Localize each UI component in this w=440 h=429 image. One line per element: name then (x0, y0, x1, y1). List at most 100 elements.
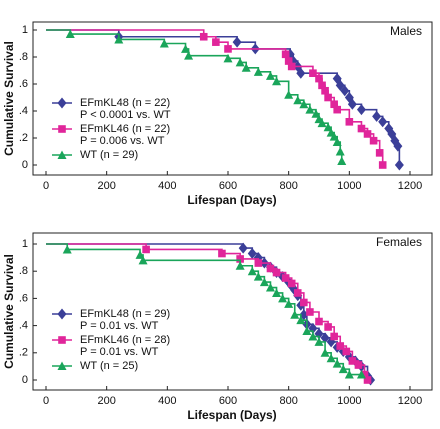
x-tick-label: 1000 (337, 180, 361, 192)
marker (393, 140, 403, 152)
marker (329, 132, 339, 141)
marker (318, 81, 326, 90)
marker (315, 74, 323, 83)
marker (320, 332, 330, 344)
x-tick-label: 800 (279, 180, 297, 192)
marker (218, 249, 226, 258)
marker (241, 63, 251, 72)
marker (305, 105, 315, 114)
y-axis-label: Cumulative Survival (2, 254, 16, 369)
marker (336, 342, 345, 350)
marker (272, 288, 282, 297)
legend-note: P = 0.01 vs. WT (80, 346, 159, 358)
panel-title: Males (390, 24, 422, 38)
y-tick-label: 0 (22, 374, 28, 386)
marker (238, 242, 248, 254)
marker (138, 255, 148, 265)
legend-label: EFmKL48 (n = 29) (80, 308, 170, 320)
x-tick-label: 200 (97, 180, 115, 192)
legend-note: P = 0.01 vs. WT (80, 320, 159, 332)
marker (265, 71, 275, 80)
marker (293, 95, 303, 105)
marker (272, 268, 281, 277)
marker (330, 100, 338, 109)
marker (57, 361, 67, 370)
y-tick-label: .2 (19, 132, 28, 144)
marker (311, 109, 321, 118)
marker (290, 310, 300, 319)
marker (354, 361, 363, 369)
marker (58, 125, 66, 133)
marker (281, 50, 290, 59)
y-tick-label: .4 (19, 320, 28, 332)
x-tick-label: 400 (158, 180, 176, 192)
y-tick-label: .8 (19, 51, 28, 63)
legend-label: WT (n = 29) (80, 149, 138, 161)
y-tick-label: .4 (19, 105, 28, 117)
marker (212, 38, 220, 46)
marker (287, 279, 296, 288)
legend-label: EFmKL46 (n = 28) (80, 334, 170, 346)
marker (378, 116, 388, 128)
marker (356, 104, 366, 116)
marker (181, 44, 191, 53)
marker (333, 105, 341, 114)
marker (357, 124, 366, 133)
marker (114, 34, 124, 44)
y-axis-label: Cumulative Survival (2, 41, 16, 156)
marker (324, 93, 332, 102)
marker (296, 315, 306, 325)
marker (338, 364, 348, 374)
marker (259, 277, 269, 287)
marker (247, 248, 257, 260)
marker (375, 149, 384, 157)
marker (332, 359, 342, 368)
marker (281, 274, 290, 282)
y-tick-label: .6 (19, 78, 28, 90)
marker (320, 348, 330, 357)
y-tick-label: 0 (22, 159, 28, 171)
x-axis-label: Lifespan (Days) (187, 193, 276, 207)
plot-frame (32, 232, 433, 391)
marker (235, 57, 245, 67)
marker (223, 53, 233, 63)
legend-note: P < 0.0001 vs. WT (80, 109, 171, 121)
y-tick-label: 1 (22, 24, 28, 36)
x-tick-label: 600 (219, 180, 237, 192)
marker (199, 32, 208, 41)
marker (345, 118, 354, 126)
marker (356, 370, 366, 379)
marker (247, 266, 257, 276)
marker (332, 137, 342, 147)
marker (299, 99, 309, 109)
marker (323, 122, 333, 132)
marker (363, 376, 372, 384)
marker (284, 57, 293, 65)
marker (253, 67, 263, 76)
marker (300, 298, 308, 307)
marker (142, 245, 150, 254)
marker (335, 147, 345, 156)
marker (266, 264, 275, 273)
marker (308, 331, 318, 341)
marker (65, 29, 75, 39)
x-tick-label: 1200 (398, 395, 422, 407)
legend-label: WT (n = 25) (80, 360, 138, 372)
legend-note: P = 0.006 vs. WT (80, 135, 165, 147)
x-tick-label: 800 (279, 395, 297, 407)
y-tick-label: .6 (19, 292, 28, 304)
marker (224, 45, 232, 53)
marker (330, 332, 338, 341)
marker (184, 51, 194, 60)
legend-label: EFmKL46 (n = 22) (80, 123, 170, 135)
marker (372, 110, 382, 122)
marker (57, 150, 67, 159)
y-tick-label: .8 (19, 265, 28, 277)
marker (284, 90, 294, 99)
plot-frame (32, 21, 433, 176)
marker (287, 62, 296, 71)
marker (62, 244, 72, 254)
marker (360, 370, 369, 379)
marker (369, 136, 378, 145)
